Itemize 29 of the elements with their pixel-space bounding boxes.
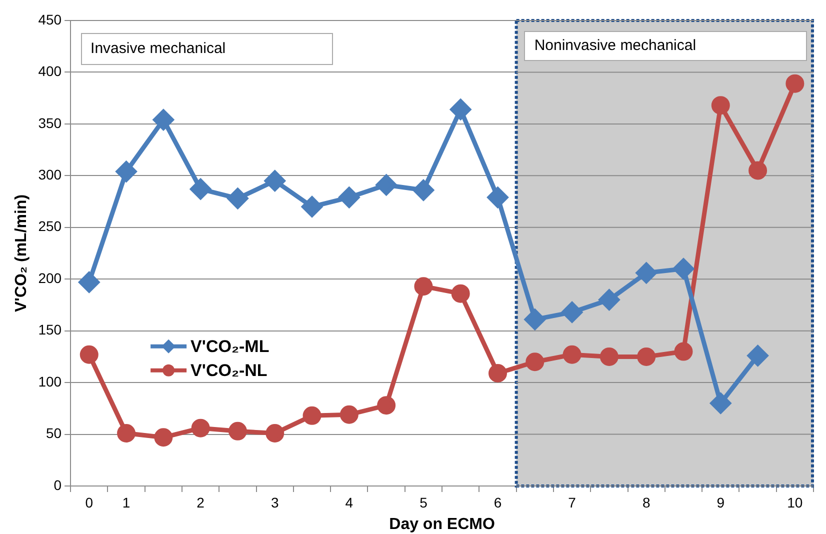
x-tick-label: 2	[196, 494, 205, 510]
y-axis-title: V'CO₂ (mL/min)	[13, 194, 30, 312]
legend-label: V'CO₂-ML	[190, 337, 270, 356]
y-tick-label: 0	[54, 476, 62, 493]
y-tick-label: 100	[38, 373, 62, 390]
y-tick-label: 350	[38, 114, 62, 131]
x-tick-label: 5	[420, 494, 428, 510]
legend-label: V'CO₂-NL	[190, 361, 268, 380]
text-box: Invasive mechanical	[80, 32, 333, 64]
y-tick-label: 400	[38, 63, 62, 80]
x-tick-label: 4	[345, 494, 354, 510]
y-tick-label: 200	[38, 270, 62, 286]
x-tick-label: 8	[642, 494, 650, 510]
band-label: Noninvasive mechanical	[534, 37, 696, 54]
text-box: Noninvasive mechanical	[524, 30, 808, 60]
y-tick-label: 150	[38, 322, 62, 338]
x-tick-label: 10	[787, 494, 803, 510]
y-tick-label: 250	[38, 218, 62, 234]
x-tick-label: 0	[85, 494, 94, 510]
y-tick-label: 50	[46, 425, 62, 442]
x-tick-label: 3	[270, 494, 279, 510]
y-tick-label: 450	[38, 11, 62, 28]
x-axis-title: Day on ECMO	[389, 516, 495, 533]
x-tick-label: 1	[122, 494, 130, 510]
x-tick-label: 6	[494, 494, 502, 510]
x-tick-label: 7	[568, 494, 576, 510]
x-tick-label: 9	[716, 494, 725, 510]
annotation: Invasive mechanical	[90, 40, 226, 57]
y-tick-label: 300	[38, 166, 62, 183]
